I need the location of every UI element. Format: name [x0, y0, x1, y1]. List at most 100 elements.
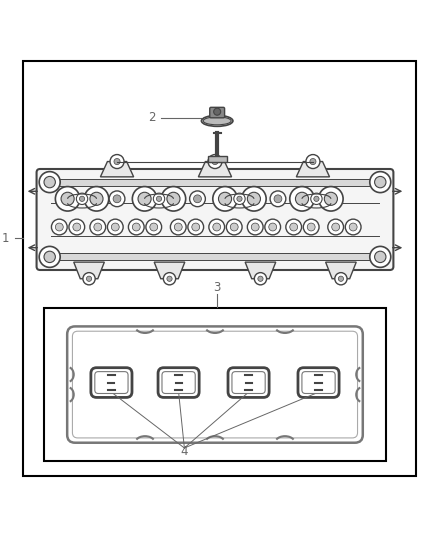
FancyBboxPatch shape: [36, 169, 393, 270]
FancyBboxPatch shape: [158, 368, 199, 398]
Circle shape: [163, 272, 176, 285]
Bar: [51, 180, 379, 185]
Bar: [51, 253, 379, 260]
Circle shape: [306, 155, 320, 168]
Ellipse shape: [203, 117, 231, 125]
Circle shape: [79, 196, 85, 201]
Circle shape: [265, 219, 281, 235]
Circle shape: [328, 219, 343, 235]
Circle shape: [254, 272, 267, 285]
Circle shape: [374, 251, 386, 263]
FancyBboxPatch shape: [72, 331, 357, 438]
Ellipse shape: [201, 116, 233, 126]
Circle shape: [170, 219, 186, 235]
Circle shape: [51, 219, 67, 235]
Circle shape: [213, 223, 221, 231]
Circle shape: [132, 187, 157, 211]
Circle shape: [109, 191, 125, 207]
Circle shape: [296, 192, 308, 205]
FancyBboxPatch shape: [210, 107, 225, 118]
Circle shape: [107, 219, 123, 235]
Polygon shape: [198, 161, 232, 177]
FancyBboxPatch shape: [228, 368, 269, 398]
Circle shape: [55, 187, 80, 211]
Circle shape: [39, 246, 60, 268]
Text: 4: 4: [180, 445, 188, 458]
FancyBboxPatch shape: [67, 326, 363, 443]
Circle shape: [258, 276, 263, 281]
Circle shape: [174, 223, 182, 231]
Circle shape: [209, 219, 225, 235]
Circle shape: [226, 219, 242, 235]
Circle shape: [150, 223, 158, 231]
Circle shape: [146, 219, 162, 235]
Circle shape: [161, 187, 186, 211]
Circle shape: [194, 195, 201, 203]
Circle shape: [318, 187, 343, 211]
Circle shape: [192, 223, 200, 231]
FancyBboxPatch shape: [302, 372, 335, 393]
Circle shape: [324, 192, 337, 205]
Text: 3: 3: [213, 280, 221, 294]
Circle shape: [208, 155, 222, 168]
Circle shape: [230, 223, 238, 231]
Circle shape: [370, 246, 391, 268]
Circle shape: [114, 158, 120, 165]
Circle shape: [94, 223, 102, 231]
Circle shape: [237, 196, 242, 201]
Circle shape: [113, 195, 121, 203]
Circle shape: [314, 196, 319, 201]
Circle shape: [76, 193, 88, 205]
Circle shape: [335, 272, 347, 285]
Circle shape: [270, 191, 286, 207]
FancyBboxPatch shape: [95, 372, 128, 393]
Circle shape: [188, 219, 204, 235]
Circle shape: [286, 219, 302, 235]
Circle shape: [55, 223, 63, 231]
Circle shape: [219, 192, 232, 205]
Circle shape: [69, 219, 85, 235]
FancyBboxPatch shape: [91, 368, 132, 398]
Circle shape: [132, 223, 140, 231]
Circle shape: [311, 193, 322, 205]
Circle shape: [370, 172, 391, 192]
Polygon shape: [100, 161, 134, 177]
Circle shape: [332, 223, 339, 231]
Circle shape: [234, 193, 245, 205]
Circle shape: [212, 158, 218, 165]
Circle shape: [247, 192, 261, 205]
Circle shape: [110, 155, 124, 168]
Text: 2: 2: [148, 111, 156, 124]
Circle shape: [213, 187, 237, 211]
FancyBboxPatch shape: [232, 372, 265, 393]
Bar: [44, 308, 385, 461]
Circle shape: [374, 176, 386, 188]
Circle shape: [167, 276, 172, 281]
Circle shape: [84, 187, 109, 211]
Bar: [208, 156, 227, 161]
Circle shape: [156, 196, 162, 201]
Circle shape: [247, 219, 263, 235]
Circle shape: [290, 223, 298, 231]
Polygon shape: [154, 262, 185, 279]
Circle shape: [303, 219, 319, 235]
Circle shape: [290, 187, 314, 211]
Circle shape: [307, 223, 315, 231]
Circle shape: [90, 192, 103, 205]
Circle shape: [190, 191, 205, 207]
Text: 1: 1: [2, 232, 10, 245]
Circle shape: [111, 223, 119, 231]
Circle shape: [83, 272, 95, 285]
Circle shape: [167, 192, 180, 205]
FancyBboxPatch shape: [298, 368, 339, 398]
Circle shape: [128, 219, 144, 235]
Circle shape: [44, 251, 55, 263]
Circle shape: [251, 223, 259, 231]
FancyBboxPatch shape: [162, 372, 195, 393]
Circle shape: [90, 219, 106, 235]
Circle shape: [274, 195, 282, 203]
Circle shape: [310, 158, 316, 165]
Circle shape: [138, 192, 151, 205]
Circle shape: [44, 176, 55, 188]
Circle shape: [61, 192, 74, 205]
